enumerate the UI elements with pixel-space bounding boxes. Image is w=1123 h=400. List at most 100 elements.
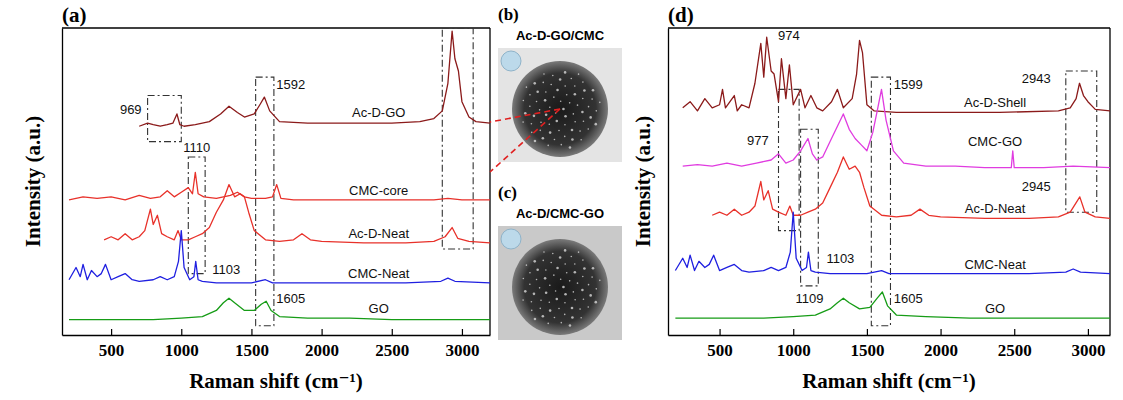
speckle xyxy=(558,130,560,132)
speckle xyxy=(573,113,575,115)
y-axis-line xyxy=(668,29,669,336)
speckle xyxy=(564,71,567,74)
speckle xyxy=(564,314,566,316)
speckle xyxy=(555,290,557,292)
speckle xyxy=(533,82,536,85)
x-axis-title: Raman shift (cm⁻¹) xyxy=(189,369,363,393)
speckle xyxy=(571,307,574,310)
series-label: GO xyxy=(369,301,389,316)
x-tick-mark xyxy=(181,329,182,335)
peak-label: 1605 xyxy=(894,291,923,306)
frame-top xyxy=(62,27,490,28)
speckle xyxy=(564,124,566,126)
micrograph: (c)Ac-D/CMC-GO xyxy=(498,183,622,340)
x-tick: 3000 xyxy=(445,329,479,360)
speckle xyxy=(582,276,584,278)
speckle xyxy=(566,272,568,274)
speckle xyxy=(543,251,545,253)
series-label: CMC-GO xyxy=(968,134,1022,149)
speckle xyxy=(594,301,597,304)
x-tick-mark xyxy=(719,329,720,335)
speckle xyxy=(588,284,590,286)
speckle xyxy=(581,111,584,114)
speckle xyxy=(536,279,538,281)
speckle xyxy=(547,323,549,325)
series-label: CMC-core xyxy=(349,183,408,198)
spectrum-line xyxy=(675,292,1110,318)
speckle xyxy=(595,288,597,290)
speckle xyxy=(554,139,556,141)
speckle xyxy=(564,249,567,252)
x-axis: 50010001500200025003000 xyxy=(63,329,491,360)
speckle xyxy=(582,98,584,100)
speckle xyxy=(564,293,567,296)
speckle xyxy=(564,85,566,87)
peak-label: 977 xyxy=(747,133,769,148)
peak-label: 1103 xyxy=(212,262,240,277)
micrograph: (b)Ac-D-GO/CMC xyxy=(498,5,622,162)
x-axis: 50010001500200025003000 xyxy=(669,329,1111,360)
speckle xyxy=(523,278,525,280)
frame-right xyxy=(1109,28,1110,335)
x-tick: 1000 xyxy=(165,329,199,360)
frame-top xyxy=(668,27,1110,28)
speckle xyxy=(539,287,541,289)
peak-label: 1103 xyxy=(826,251,854,266)
series-label: GO xyxy=(985,301,1005,316)
speckle xyxy=(574,263,576,265)
speckle xyxy=(591,276,593,278)
x-tick-label: 3000 xyxy=(1071,341,1105,360)
x-tick-label: 1000 xyxy=(777,341,811,360)
annotations: 974977110911031599160529432945 xyxy=(747,28,1051,305)
x-tick-mark xyxy=(462,329,463,335)
speckle xyxy=(592,267,595,270)
speckle xyxy=(561,144,563,146)
speckle xyxy=(545,291,548,294)
speckle xyxy=(569,324,572,327)
speckle xyxy=(531,310,533,312)
speckle xyxy=(554,317,556,319)
speckle xyxy=(564,115,567,118)
speckle xyxy=(571,256,573,258)
icon xyxy=(501,229,521,249)
speckle xyxy=(536,101,538,103)
speckle xyxy=(578,251,580,253)
x-tick-mark xyxy=(793,329,794,335)
speckle xyxy=(592,89,595,92)
spectrum-line xyxy=(683,89,1110,167)
speckle xyxy=(562,108,565,111)
peak-label: 2943 xyxy=(1022,71,1051,86)
speckle xyxy=(531,132,533,134)
peak-label: 1592 xyxy=(276,77,305,92)
panel-letter: (b) xyxy=(498,5,519,24)
speckle xyxy=(560,279,562,281)
speckle xyxy=(549,284,551,286)
speckle xyxy=(522,299,524,301)
highlight-box xyxy=(871,77,890,326)
speckle xyxy=(553,96,555,98)
series-label: Ac-D-Neat xyxy=(965,201,1026,216)
x-tick: 1500 xyxy=(235,329,269,360)
speckle xyxy=(549,301,551,303)
speckle xyxy=(574,299,576,301)
peak-label: 1599 xyxy=(894,77,923,92)
speckle xyxy=(542,137,545,140)
speckle xyxy=(534,318,537,321)
x-tick-label: 500 xyxy=(707,341,733,360)
speckle xyxy=(571,78,573,80)
highlight-box xyxy=(1066,71,1097,212)
speckle xyxy=(545,269,547,271)
speckle xyxy=(571,138,574,141)
y-axis xyxy=(62,29,63,336)
speckle xyxy=(569,146,572,149)
speckle xyxy=(587,306,589,308)
speckle xyxy=(588,106,590,108)
frame-right xyxy=(489,28,490,335)
speckle xyxy=(533,260,536,263)
speckle xyxy=(550,84,552,86)
series-label: Ac-D-Neat xyxy=(348,226,409,241)
series-label: CMC-Neat xyxy=(964,257,1026,272)
speckle xyxy=(544,277,547,280)
y-axis-title: Intensity (a.u.) xyxy=(21,116,45,247)
speckle xyxy=(526,264,528,266)
